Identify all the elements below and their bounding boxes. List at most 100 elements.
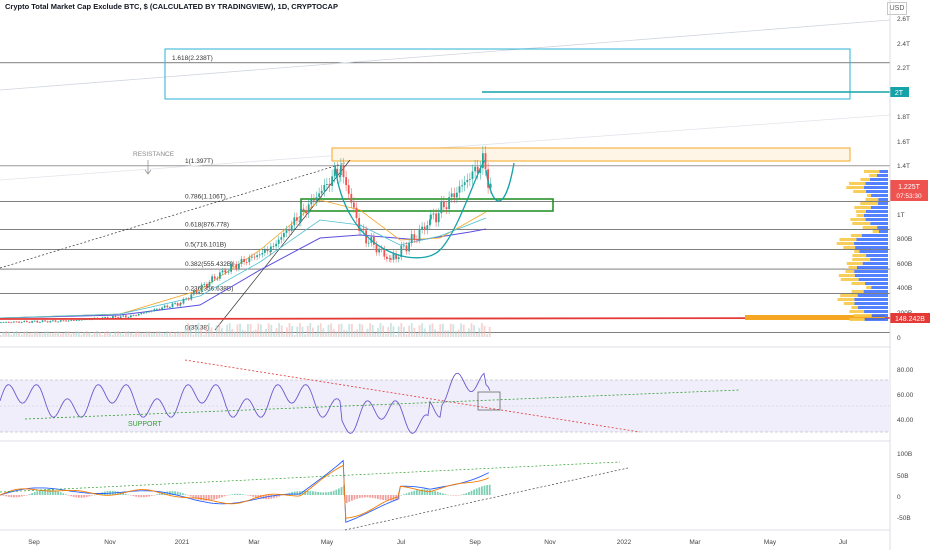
candle-body (221, 270, 224, 273)
volume-bar (244, 330, 247, 337)
volume-bar (127, 331, 130, 337)
macd-hist-bar (182, 493, 184, 495)
volume-bar (361, 324, 364, 337)
volume-bar (161, 333, 163, 337)
macd-axis: 100B 50B 0 -50B (897, 451, 912, 522)
volume-bar (215, 325, 218, 337)
macd-hist-bar (254, 495, 257, 498)
macd-hist-bar (267, 495, 270, 500)
current-price-tag (890, 180, 928, 201)
macd-hist-bar (41, 489, 44, 495)
volume-bar (78, 331, 80, 337)
macd-hist-bar (161, 492, 163, 495)
macd-hist-bar (397, 495, 400, 500)
price-tick-label: 600B (897, 261, 912, 268)
cup-pattern (334, 159, 487, 259)
volume-bar (486, 334, 488, 337)
macd-hist-bar (460, 494, 462, 496)
macd-hist-bar (366, 495, 369, 498)
macd-hist-bar (345, 495, 348, 504)
volume-bar (384, 333, 387, 337)
volume-bar (150, 333, 153, 337)
volume-profile-bar (837, 298, 855, 301)
macd-hist-bar (244, 494, 247, 496)
rsi-line (0, 372, 491, 434)
candle-body (378, 248, 380, 253)
volume-profile-bar (869, 174, 877, 177)
macd-hist-bar (405, 493, 408, 495)
volume-profile-bar (851, 306, 858, 309)
macd-hist-bar (0, 495, 2, 496)
macd-hist-bar (444, 494, 447, 495)
volume-bar (395, 334, 397, 337)
volume-profile-bar (849, 318, 865, 321)
volume-bar (452, 324, 455, 337)
currency-label[interactable]: USD (887, 2, 907, 15)
candle-body (253, 256, 256, 258)
upper-trend-line (0, 19, 891, 91)
macd-hist-bar (408, 492, 410, 495)
candle-body (193, 290, 195, 295)
macd-hist-bar (382, 495, 384, 501)
volume-profile-bar (861, 234, 888, 237)
macd-hist-bar (356, 495, 358, 499)
candle-body (2, 322, 5, 324)
volume-bar (348, 323, 351, 337)
volume-bar (455, 331, 457, 337)
candle-body (476, 166, 479, 174)
volume-bar (257, 323, 260, 337)
macd-hist-bar (392, 495, 395, 501)
volume-bar (262, 331, 265, 337)
candle-body (353, 202, 355, 208)
volume-bar (23, 331, 26, 337)
volume-bar (317, 325, 319, 337)
macd-hist-bar (301, 490, 304, 495)
volume-bar (26, 331, 28, 337)
price-axis: 2.6T2.4T2.2T2T1.8T1.6T1.4T1.2T1T800B600B… (897, 16, 912, 342)
macd-hist-bar (143, 495, 145, 498)
candle-body (300, 208, 302, 222)
volume-profile-bar (843, 246, 856, 249)
volume-bar (338, 324, 340, 337)
volume-profile-bar (859, 250, 888, 253)
volume-bar (18, 332, 20, 337)
candle-body (219, 272, 221, 279)
candle-body (296, 217, 298, 221)
volume-bar (299, 323, 301, 337)
candle-body (70, 319, 73, 321)
macd-hist-bar (31, 493, 33, 495)
volume-profile-bar (853, 190, 867, 193)
volume-bar (241, 329, 244, 337)
volume-profile-bar (854, 298, 888, 301)
volume-bar (117, 331, 119, 337)
macd-hist-bar (400, 494, 403, 496)
volume-bar (163, 333, 166, 337)
candle-body (54, 320, 57, 322)
macd-hist-bar (309, 490, 312, 495)
macd-hist-bar (174, 491, 176, 495)
volume-profile-bar (862, 226, 878, 229)
candle-body (256, 255, 258, 258)
macd-hist-bar (319, 492, 322, 495)
volume-bar (343, 330, 345, 337)
macd-hist-bar (18, 495, 20, 498)
support-annotation: SUPPORT (128, 421, 162, 428)
candle-body (5, 321, 7, 323)
volume-bar (166, 331, 169, 337)
candle-body (143, 312, 145, 314)
candle-body (60, 320, 62, 322)
time-tick-label: Jul (839, 539, 848, 546)
volume-bar (468, 328, 470, 337)
time-tick-label: 2021 (175, 539, 190, 546)
rsi-down-trend (184, 359, 641, 433)
macd-hist-bar (78, 495, 80, 498)
volume-profile-bar (852, 222, 871, 225)
volume-bar (473, 325, 475, 337)
volume-profile-bar (851, 282, 866, 285)
candle-body (31, 321, 33, 323)
volume-profile-bar (854, 302, 888, 305)
rising-trend-line (0, 162, 346, 269)
candle-body (163, 305, 166, 308)
volume-bar (98, 332, 101, 337)
